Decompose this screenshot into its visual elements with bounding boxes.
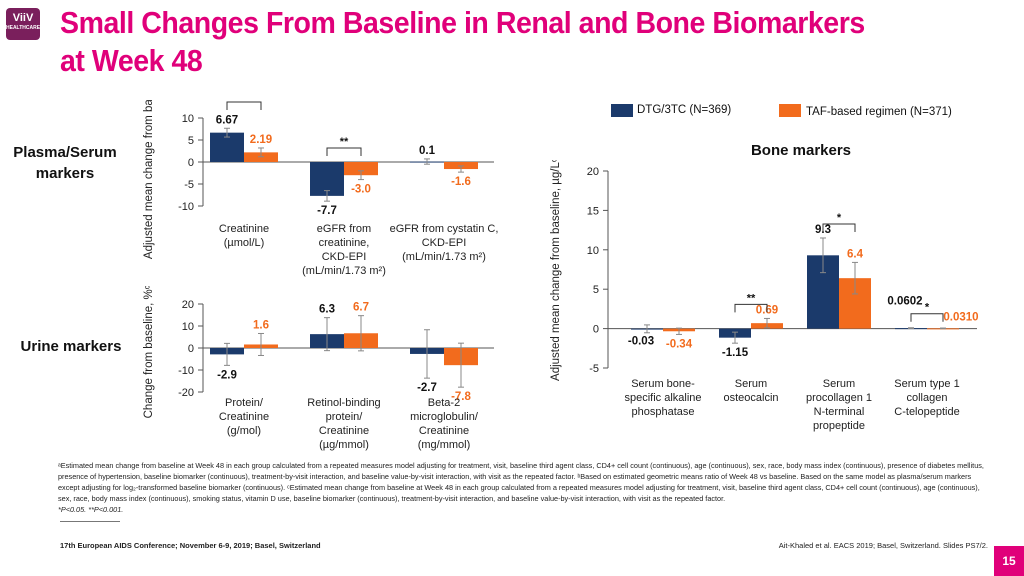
significance-marker: ** (747, 292, 756, 304)
bone-chart: 20 15 10 5 0 -5 Adjusted mean change from base… (550, 160, 979, 432)
viiv-logo: ViiV HEALTHCARE (6, 8, 40, 40)
taf-value-label: 6.7 (353, 302, 369, 314)
y-tick-label: 20 (182, 299, 194, 311)
y-axis-label: Change from baseline, %ᶜ,ᵇ (143, 286, 155, 418)
significance-marker: ** (240, 100, 249, 102)
significance-marker: * (925, 302, 930, 314)
y-tick-label: 0 (188, 343, 194, 355)
y-tick-label: 0 (188, 157, 194, 169)
citation: Ait-Khaled et al. EACS 2019; Basel, Swit… (778, 541, 988, 550)
category-label: Serum osteocalcin (723, 378, 778, 404)
y-tick-label: -5 (589, 363, 599, 375)
taf-value-label: 6.4 (847, 248, 864, 260)
page-number: 15 (994, 546, 1024, 576)
dtg-value-label: 6.67 (216, 114, 238, 126)
dtg-value-label: 0.1 (419, 145, 436, 157)
y-axis-label: Adjusted mean change from baseline, µg/L… (550, 160, 562, 381)
dtg-value-label: -2.9 (217, 369, 237, 381)
footnotes: ᵃEstimated mean change from baseline at … (58, 460, 993, 515)
taf-value-label: -1.6 (451, 176, 471, 188)
legend-taf-swatch (779, 104, 801, 117)
footnote-divider (60, 521, 120, 522)
y-axis-label: Adjusted mean change from baselineᵃ (143, 100, 155, 259)
taf-value-label: 1.6 (253, 319, 269, 331)
slide-title: Small Changes From Baseline in Renal and… (60, 4, 888, 80)
legend-dtg-swatch (611, 104, 633, 117)
plasma-row-label: Plasma/Serum markers (13, 144, 117, 182)
y-tick-label: 10 (587, 245, 599, 257)
y-tick-label: 20 (587, 166, 599, 178)
taf-value-label: -7.8 (451, 391, 471, 403)
y-tick-label: -20 (178, 387, 194, 399)
urine-chart: 20 10 0 -10 -20 Change from baseline, %ᶜ,ᵇ -2.… (143, 286, 494, 451)
significance-bracket (734, 303, 768, 313)
significance-bracket (822, 223, 856, 232)
footnote-pvalues: *P<0.05. **P<0.001. (58, 505, 124, 514)
category-label: Serum bone-specific alkaline phosphatase (624, 378, 701, 418)
dtg-value-label: -2.7 (417, 382, 437, 394)
dtg-value-label: 0.0602 (887, 296, 922, 308)
legend-dtg-label: DTG/3TC (N=369) (637, 104, 732, 116)
slide-title-line-2: at Week 48 (60, 43, 203, 78)
taf-value-label: 0.0310 (943, 312, 978, 324)
taf-value-label: 2.19 (250, 134, 272, 146)
category-label: Retinol-binding protein/Creatinine (µg/mmo… (307, 397, 380, 451)
category-label: Creatinine (µmol/L) (219, 223, 269, 249)
y-tick-label: 5 (188, 135, 194, 147)
conference-info: 17th European AIDS Conference; November … (60, 541, 321, 550)
significance-bracket (326, 147, 362, 156)
category-label: Protein/Creatinine (g/mol) (219, 397, 269, 437)
y-tick-label: 5 (593, 284, 599, 296)
y-tick-label: 10 (182, 321, 194, 333)
y-tick-label: 0 (593, 324, 599, 336)
bone-row-label: Bone markers (750, 142, 852, 159)
category-label: eGFR from cystatin C, CKD-EPI (mL/min/1.73… (390, 223, 499, 263)
significance-bracket (226, 101, 262, 110)
dtg-value-label: -1.15 (722, 347, 749, 359)
y-tick-label: 10 (182, 113, 194, 125)
taf-bar (344, 162, 378, 176)
slide-title-line-1: Small Changes From Baseline in Renal and… (60, 5, 865, 40)
category-label: eGFR from creatinine, CKD-EPI (mL/min/1.73 … (302, 223, 386, 277)
taf-value-label: -3.0 (351, 184, 371, 196)
y-tick-label: -10 (178, 201, 194, 213)
urine-row-label: Urine markers (20, 338, 122, 355)
category-label: Beta-2 microglobulin/Creatinine (mg/mmol) (410, 397, 479, 451)
dtg-value-label: -0.03 (628, 336, 654, 348)
legend-taf-label: TAF-based regimen (N=371) (806, 106, 952, 118)
y-tick-label: 15 (587, 205, 599, 217)
dtg-value-label: 6.3 (319, 304, 335, 316)
taf-value-label: -0.34 (666, 339, 693, 351)
significance-marker: ** (340, 136, 349, 148)
dtg-value-label: -7.7 (317, 205, 337, 217)
y-tick-label: -5 (184, 179, 194, 191)
significance-marker: * (837, 212, 842, 224)
category-label: Serum type 1 collagen C-telopeptide (894, 378, 959, 418)
category-label: Serum procollagen 1 N-terminal propeptide (806, 378, 872, 432)
plasma-chart: 10 5 0 -5 -10 Adjusted mean change from basel… (143, 100, 499, 277)
footnote-text: ᵃEstimated mean change from baseline at … (58, 461, 984, 503)
significance-bracket (910, 313, 944, 322)
y-tick-label: -10 (178, 365, 194, 377)
